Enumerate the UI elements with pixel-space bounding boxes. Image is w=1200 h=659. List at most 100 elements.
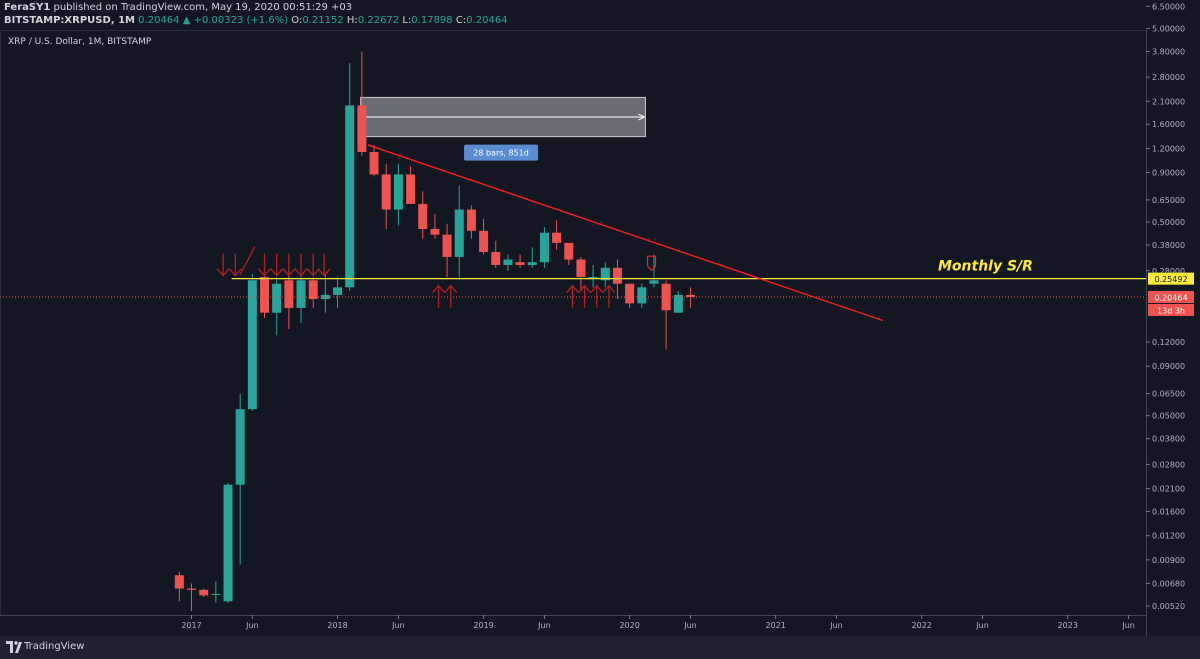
tradingview-brand[interactable]: TradingView: [24, 641, 85, 652]
time-axis[interactable]: 2017 Jun 2018 Jun 2019 Jun 2020 Jun 2021 Jun 2022 J…: [181, 615, 1135, 630]
price-tick-label: 6.50000: [1152, 2, 1185, 11]
price-tick-label: 0.01600: [1152, 507, 1185, 516]
price-tick-label: 0.38000: [1152, 241, 1185, 250]
support-arrow-up: [444, 284, 458, 308]
candle-body: [418, 203, 428, 230]
price-tick-label: 0.01200: [1152, 532, 1185, 541]
candle-body: [211, 593, 221, 595]
candle-body: [552, 232, 562, 243]
candle-body: [381, 174, 391, 210]
candle-body: [637, 287, 647, 304]
candle-body: [406, 174, 416, 204]
tradingview-logo-icon[interactable]: [6, 641, 22, 653]
candle-body: [454, 209, 464, 257]
price-tick-label: 0.28000: [1152, 267, 1185, 276]
published-text: published on TradingView.com, May 19, 20…: [53, 2, 353, 13]
price-tick-label: 0.02800: [1152, 460, 1185, 469]
candle-body: [612, 267, 622, 284]
candle-body: [430, 229, 440, 235]
price-tick-label: 0.06500: [1152, 390, 1185, 399]
candle-countdown-label: 13d 3h: [1157, 306, 1185, 315]
candle-body: [588, 276, 598, 278]
resistance-arrow-down: [306, 253, 320, 277]
time-tick-label: 2020: [619, 621, 639, 630]
candle-body: [600, 267, 610, 281]
candle-body: [260, 276, 270, 313]
price-tick-label: 0.12000: [1152, 338, 1185, 347]
candle-body: [247, 280, 257, 410]
candle-body: [235, 409, 245, 485]
candle-body: [187, 588, 196, 590]
low-value: 0.17898: [411, 15, 453, 26]
resistance-arrow-down: [282, 253, 296, 277]
candle-body: [174, 575, 184, 589]
breakout-arrow: [239, 246, 256, 275]
high-label: H:: [346, 15, 358, 26]
candle-countdown-label-bg: [1148, 303, 1194, 316]
candle-body: [320, 294, 330, 300]
candle-body: [673, 294, 683, 313]
candle-body: [491, 252, 501, 265]
price-tick-label: 0.90000: [1152, 169, 1185, 178]
time-tick-label: Jun: [1121, 621, 1135, 630]
rejection-marker-icon: [646, 255, 657, 272]
candle-body: [539, 232, 549, 263]
candle-body: [272, 283, 282, 313]
candle-body: [357, 105, 367, 152]
time-tick-label: Jun: [391, 621, 405, 630]
last-price: 0.20464: [138, 15, 180, 26]
range-box-label: 28 bars, 851d: [473, 149, 529, 158]
time-tick-label: 2021: [765, 621, 785, 630]
time-tick-label: Jun: [975, 621, 989, 630]
open-value: 0.21152: [302, 15, 344, 26]
open-label: O:: [291, 15, 303, 26]
author-name[interactable]: FeraSY1: [4, 2, 51, 13]
chart-title: XRP / U.S. Dollar, 1M, BITSTAMP: [8, 37, 152, 47]
price-tick-label: 5.00000: [1152, 24, 1185, 33]
monthly-sr-label: Monthly S/R: [938, 259, 1033, 275]
time-tick-label: 2018: [327, 621, 347, 630]
resistance-arrow-down: [216, 253, 230, 277]
time-tick-label: 2019: [473, 621, 493, 630]
candle-body: [576, 259, 586, 277]
close-value: 0.20464: [466, 15, 508, 26]
range-box-label-bg: [464, 144, 539, 161]
price-tick-label: 0.02100: [1152, 485, 1185, 494]
candle-body: [685, 294, 695, 297]
range-box-arrow-head: [638, 113, 646, 121]
resistance-arrow-down: [270, 253, 284, 277]
price-tick-label: 0.50000: [1152, 218, 1185, 227]
time-tick-label: Jun: [683, 621, 697, 630]
time-tick-label: Jun: [537, 621, 551, 630]
candle-body: [308, 280, 318, 300]
price-tick-label: 1.20000: [1152, 144, 1185, 153]
candle-body: [466, 209, 476, 231]
high-value: 0.22672: [357, 15, 400, 26]
support-price-label-bg: [1148, 272, 1194, 285]
price-tick-label: 0.00520: [1152, 602, 1185, 611]
candle-body: [442, 234, 452, 257]
resistance-arrow-down: [294, 253, 308, 277]
price-tick-label: 0.00680: [1152, 579, 1185, 588]
candle-body: [625, 283, 635, 304]
price-axis[interactable]: 6.50000 5.00000 3.80000 2.80000 2.10000 1.600…: [1146, 2, 1185, 611]
price-tick-label: 0.65000: [1152, 196, 1185, 205]
resistance-arrow-down: [258, 253, 272, 277]
axis-price-labels: 0.25492 0.20464 13d 3h: [1148, 272, 1194, 316]
current-price-label: 0.20464: [1154, 293, 1187, 302]
candle-body: [649, 280, 659, 284]
candle-body: [199, 589, 209, 596]
candle-body: [333, 287, 343, 295]
candle-body: [284, 280, 294, 308]
descending-trendline: [367, 144, 883, 322]
publish-info: FeraSY1 published on TradingView.com, Ma…: [4, 2, 352, 13]
date-range-box[interactable]: 28 bars, 851d: [360, 96, 646, 161]
candle-body: [393, 174, 403, 210]
candle-body: [369, 151, 379, 175]
price-tick-label: 0.09000: [1152, 362, 1185, 371]
price-chart[interactable]: XRP / U.S. Dollar, 1M, BITSTAMP 6.50000 5…: [0, 0, 1200, 636]
price-tick-label: 2.10000: [1152, 97, 1185, 106]
price-tick-label: 3.80000: [1152, 47, 1185, 56]
support-arrow-up: [432, 284, 446, 308]
symbol-label: BITSTAMP:XRPUSD, 1M: [4, 15, 135, 26]
